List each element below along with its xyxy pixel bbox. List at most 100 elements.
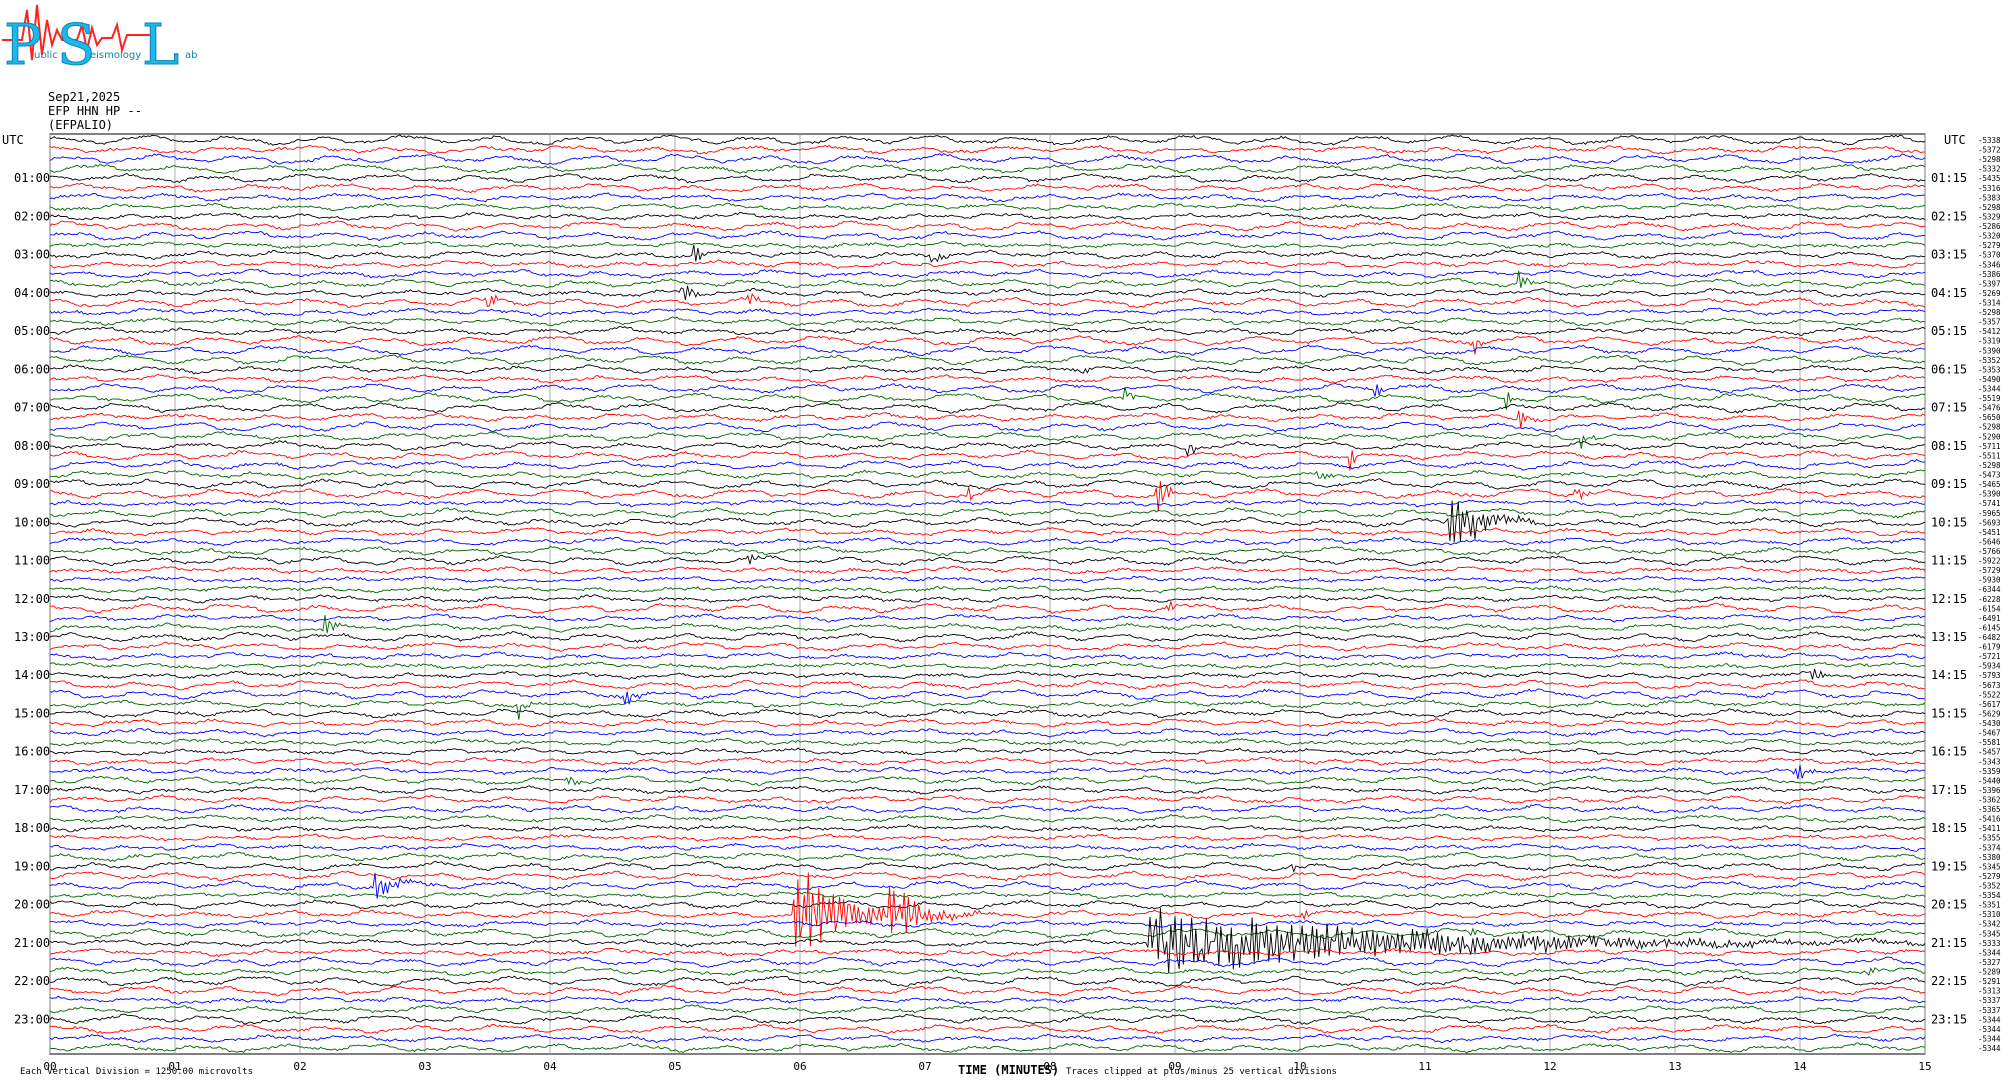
seismic-trace bbox=[49, 354, 1926, 366]
seismic-trace bbox=[49, 728, 1926, 738]
x-tick-label: 00 bbox=[43, 1060, 56, 1073]
hour-label-right: 13:15 bbox=[1931, 630, 1967, 644]
seismic-trace bbox=[49, 420, 1926, 433]
trace-offset-label: -5344 bbox=[1978, 385, 2001, 394]
seismic-trace bbox=[49, 364, 1926, 375]
seismic-trace bbox=[49, 804, 1926, 814]
hour-label-left: 05:00 bbox=[14, 324, 50, 338]
seismic-trace bbox=[49, 326, 1926, 337]
trace-offset-label: -5269 bbox=[1978, 289, 2001, 298]
trace-offset-label: -5344 bbox=[1978, 1034, 2001, 1043]
hour-label-right: 21:15 bbox=[1931, 936, 1967, 950]
trace-offset-label: -5416 bbox=[1978, 815, 2001, 824]
seismic-trace bbox=[49, 870, 1926, 882]
hour-label-left: 23:00 bbox=[14, 1012, 50, 1026]
trace-offset-label: -5345 bbox=[1978, 929, 2001, 938]
x-axis-title: TIME (MINUTES) bbox=[958, 1063, 1059, 1077]
trace-offset-label: -5344 bbox=[1978, 1044, 2001, 1053]
trace-offset-label: -5310 bbox=[1978, 910, 2001, 919]
hour-label-right: 03:15 bbox=[1931, 248, 1967, 262]
trace-offset-label: -5711 bbox=[1978, 442, 2001, 451]
trace-offset-label: -5286 bbox=[1978, 222, 2001, 231]
trace-offset-label: -5476 bbox=[1978, 404, 2001, 413]
seismic-trace bbox=[49, 601, 1926, 614]
hour-label-right: 01:15 bbox=[1931, 171, 1967, 185]
seismic-trace bbox=[50, 440, 1926, 458]
seismic-trace bbox=[49, 919, 1926, 929]
trace-offset-label: -5721 bbox=[1978, 652, 2001, 661]
trace-offset-label: -5467 bbox=[1978, 729, 2001, 738]
trace-offset-label: -5430 bbox=[1978, 719, 2001, 728]
seismic-trace bbox=[49, 134, 1926, 146]
hour-label-left: 02:00 bbox=[14, 209, 50, 223]
trace-offset-label: -5345 bbox=[1978, 862, 2001, 871]
hour-label-right: 12:15 bbox=[1931, 592, 1967, 606]
hour-label-right: 20:15 bbox=[1931, 898, 1967, 912]
seismic-trace bbox=[49, 651, 1926, 661]
seismic-trace bbox=[49, 764, 1926, 780]
seismic-trace bbox=[49, 890, 1926, 900]
x-tick-label: 02 bbox=[293, 1060, 306, 1073]
hour-label-right: 19:15 bbox=[1931, 859, 1967, 873]
trace-offset-label: -5934 bbox=[1978, 662, 2001, 671]
seismic-trace bbox=[49, 851, 1926, 863]
logo-letter-s: S bbox=[57, 13, 95, 70]
seismic-trace bbox=[49, 1023, 1925, 1035]
header-site: (EFPALIO) bbox=[48, 118, 114, 132]
trace-offset-label: -5337 bbox=[1978, 1006, 2001, 1015]
trace-offset-label: -5298 bbox=[1978, 155, 2001, 164]
seismic-trace bbox=[49, 293, 1926, 309]
trace-offset-label: -5365 bbox=[1978, 805, 2001, 814]
seismic-trace bbox=[49, 813, 1926, 824]
seismic-trace bbox=[49, 383, 1926, 397]
trace-offset-label: -5370 bbox=[1978, 251, 2001, 260]
seismic-trace bbox=[49, 259, 1926, 270]
hour-label-right: 17:15 bbox=[1931, 783, 1967, 797]
hour-label-left: 19:00 bbox=[14, 859, 50, 873]
trace-offset-label: -5451 bbox=[1978, 528, 2001, 537]
seismic-trace bbox=[49, 478, 1926, 490]
seismic-trace bbox=[49, 747, 1926, 756]
trace-offset-label: -5411 bbox=[1978, 824, 2001, 833]
seismic-trace bbox=[49, 449, 1926, 471]
seismic-trace bbox=[49, 708, 1926, 719]
seismic-trace bbox=[49, 244, 1926, 263]
hour-label-left: 13:00 bbox=[14, 630, 50, 644]
x-tick-label: 15 bbox=[1918, 1060, 1931, 1073]
trace-offset-label: -5344 bbox=[1978, 1015, 2001, 1024]
seismic-trace bbox=[49, 153, 1926, 165]
seismic-trace bbox=[49, 202, 1926, 212]
seismic-trace bbox=[49, 163, 1926, 174]
seismic-trace bbox=[49, 192, 1926, 203]
trace-offset-label: -5354 bbox=[1978, 891, 2001, 900]
seismic-trace bbox=[49, 386, 1926, 410]
seismic-trace bbox=[49, 307, 1926, 317]
trace-offset-label: -5357 bbox=[1978, 318, 2001, 327]
seismic-trace bbox=[49, 172, 1926, 184]
trace-offset-label: -5729 bbox=[1978, 566, 2001, 575]
hour-label-right: 23:15 bbox=[1931, 1012, 1967, 1026]
x-tick-label: 03 bbox=[418, 1060, 431, 1073]
hour-label-left: 16:00 bbox=[14, 745, 50, 759]
logo-word-1: ublic bbox=[34, 50, 58, 61]
trace-offset-label: -5355 bbox=[1978, 834, 2001, 843]
seismic-trace bbox=[49, 220, 1926, 232]
trace-offset-label: -5332 bbox=[1978, 165, 2001, 174]
logo-word-3: ab bbox=[185, 50, 197, 61]
seismic-trace bbox=[49, 285, 1926, 300]
seismic-trace bbox=[49, 614, 1926, 634]
trace-offset-label: -5338 bbox=[1978, 136, 2001, 145]
trace-offset-label: -5440 bbox=[1978, 776, 2001, 785]
seismic-trace bbox=[49, 872, 1926, 899]
trace-offset-label: -5314 bbox=[1978, 298, 2001, 307]
trace-offset-label: -5390 bbox=[1978, 346, 2001, 355]
hour-label-left: 12:00 bbox=[14, 592, 50, 606]
seismic-trace bbox=[49, 860, 1926, 874]
trace-offset-label: -5351 bbox=[1978, 901, 2001, 910]
seismic-trace bbox=[49, 899, 1926, 911]
trace-offset-label: -5646 bbox=[1978, 537, 2001, 546]
seismic-trace bbox=[49, 553, 1926, 567]
seismic-trace bbox=[49, 545, 1926, 557]
trace-offset-label: -5380 bbox=[1978, 853, 2001, 862]
trace-offset-label: -5386 bbox=[1978, 270, 2001, 279]
